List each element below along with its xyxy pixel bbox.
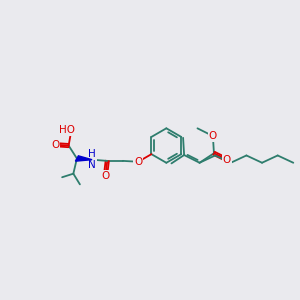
Text: O: O xyxy=(51,140,59,150)
Text: O: O xyxy=(209,131,217,141)
Text: H
N: H N xyxy=(88,149,96,170)
Text: O: O xyxy=(134,157,142,167)
Text: O: O xyxy=(101,171,110,181)
Text: HO: HO xyxy=(59,125,75,135)
Text: O: O xyxy=(223,154,231,165)
Polygon shape xyxy=(75,156,92,161)
